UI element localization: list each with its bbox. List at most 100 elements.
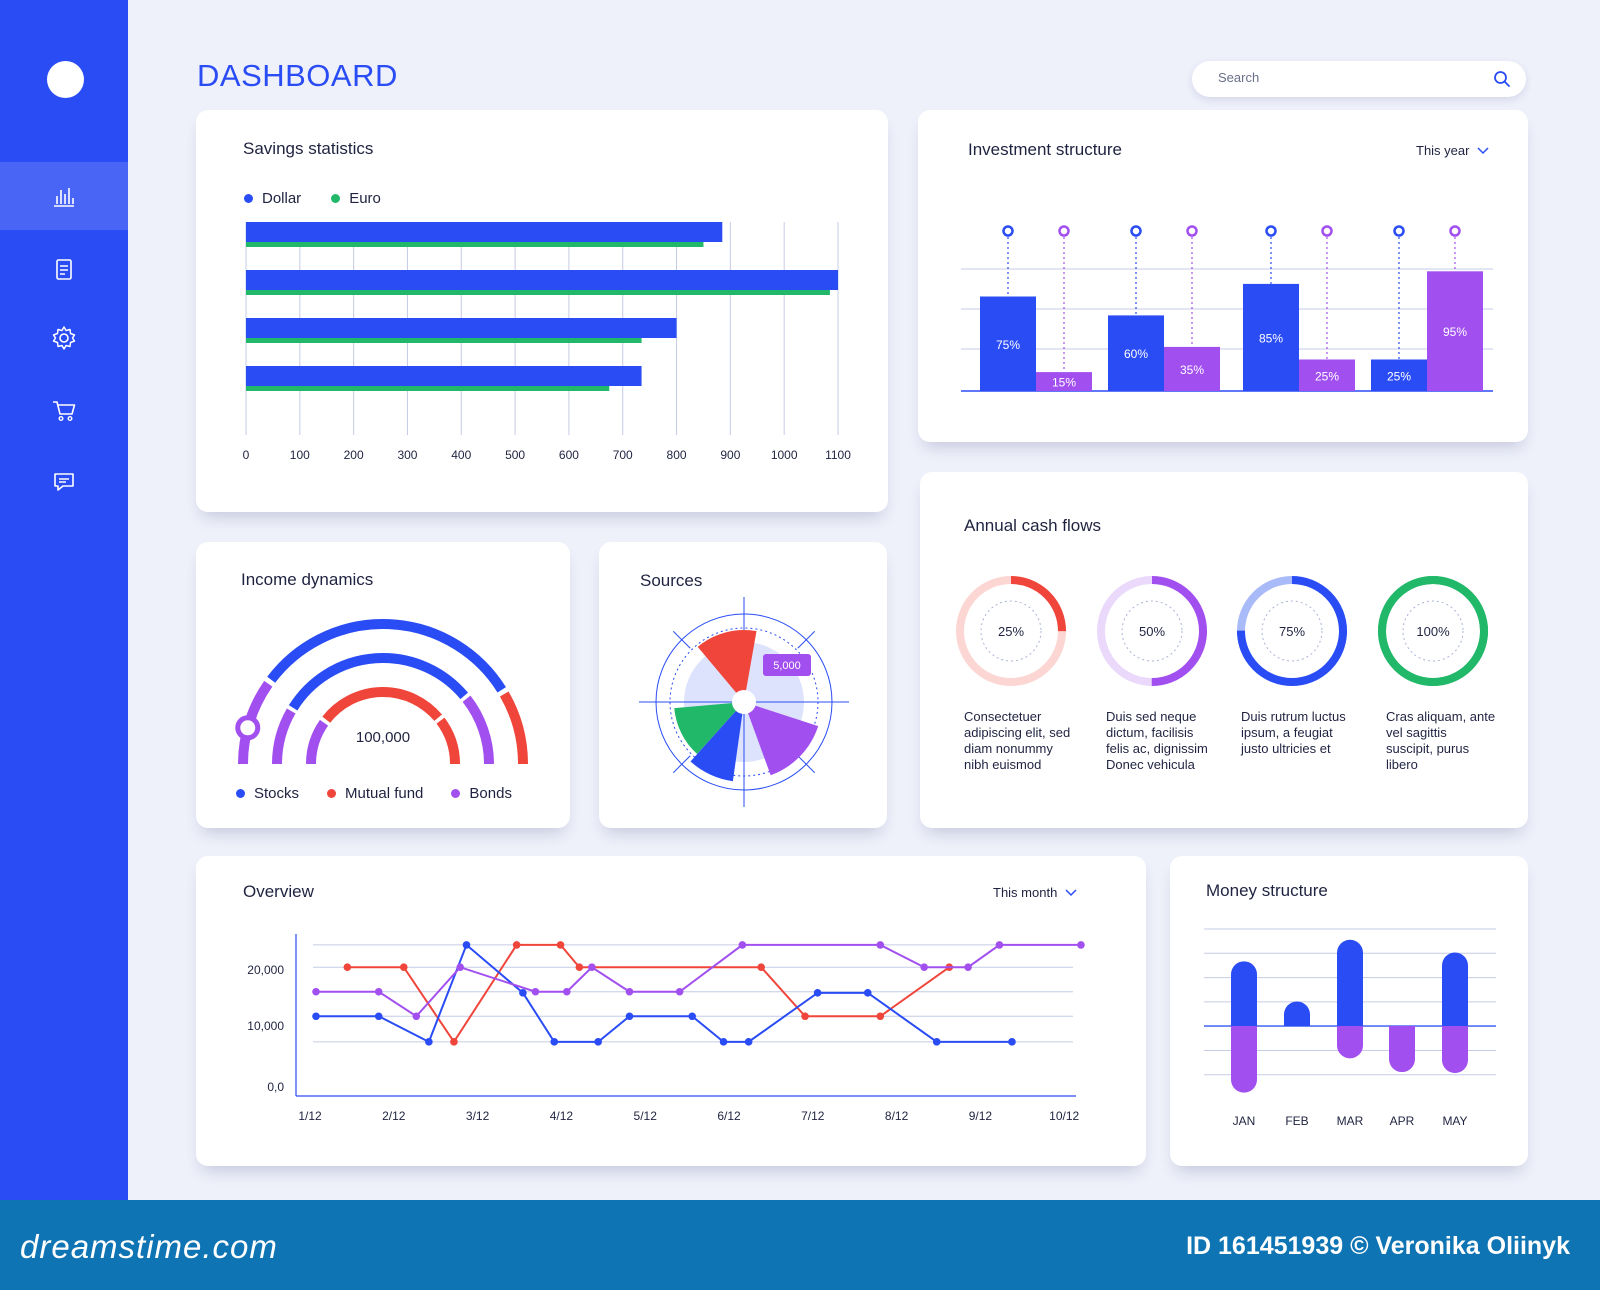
legend-euro: Euro (331, 190, 381, 207)
bar-label: 35% (1180, 363, 1204, 377)
investment-card: Investment structure This year 75% 15% 60%… (918, 110, 1528, 442)
bar-negative (1337, 1026, 1363, 1059)
series-point (744, 1038, 753, 1046)
series-point (550, 1038, 559, 1046)
bar-euro (246, 386, 610, 391)
overview-chart: 20,000 10,000 0,0 1/12 2/12 3/12 4/12 5/12 6/12 7… (247, 934, 1085, 1123)
search-icon[interactable] (1492, 69, 1512, 89)
diagonal-tick (672, 630, 691, 649)
x-tick-label: 1100 (825, 448, 851, 462)
savings-card: Savings statistics Dollar Euro 0 100 200 30… (196, 110, 888, 512)
bar-euro (246, 338, 642, 343)
nav-item-messages[interactable] (0, 448, 128, 516)
bar-euro (246, 290, 830, 295)
series-point (556, 941, 565, 949)
x-tick-label: 1/12 (298, 1109, 322, 1123)
period-label: This year (1416, 143, 1470, 158)
ring-desc-2: Duis sed neque dictum, facilisis felis ac,… (1106, 709, 1208, 772)
bar-label: 95% (1443, 325, 1467, 339)
income-card: Income dynamics 100,000 Stocks Mutual fu… (196, 542, 570, 828)
nav-item-dashboard[interactable] (0, 162, 128, 230)
source-wedge (697, 630, 757, 702)
search-bar (1192, 61, 1526, 97)
pin-marker (1058, 225, 1070, 237)
series-point (920, 963, 928, 972)
logo (47, 61, 84, 98)
period-label: This month (993, 885, 1058, 900)
series-point (995, 941, 1004, 949)
series-point (863, 989, 872, 997)
x-tick-label: 6/12 (717, 1109, 741, 1123)
series-point (625, 987, 634, 996)
x-tick-label: 600 (559, 448, 579, 462)
x-tick-label: 500 (505, 448, 525, 462)
ring-inner-dashed (1402, 600, 1464, 662)
cashflows-card: Annual cash flows 25% 50% 75% 100% Consecte… (920, 472, 1528, 828)
x-tick-label: 900 (720, 448, 740, 462)
series-point (312, 1012, 320, 1021)
series-point (312, 987, 320, 996)
sources-title: Sources (640, 571, 703, 590)
cashflows-chart: 25% 50% 75% 100% (956, 576, 1488, 686)
y-tick-label: 10,000 (247, 1019, 284, 1033)
investment-title: Investment structure (968, 140, 1123, 159)
series-point (575, 963, 584, 972)
pin-marker (1186, 225, 1198, 237)
investment-bar (1164, 346, 1220, 391)
sources-chart: 5,000 (639, 597, 849, 807)
legend-dollar: Dollar (244, 190, 301, 207)
x-tick-label: 100 (290, 448, 310, 462)
pin-marker (1449, 225, 1461, 237)
search-input[interactable] (1218, 70, 1478, 85)
pin-marker (1321, 225, 1333, 237)
bar-label: 15% (1052, 376, 1076, 390)
money-chart: JAN FEB MAR APR MAY (1204, 928, 1496, 1128)
cart-icon (53, 401, 76, 422)
bar-negative (1231, 1026, 1257, 1093)
pin-marker (1265, 225, 1277, 237)
investment-bar (980, 296, 1036, 391)
series-point (801, 1012, 809, 1021)
series-point (1077, 941, 1085, 949)
ring-label: 50% (1139, 624, 1165, 639)
nav-item-settings[interactable] (0, 304, 128, 372)
x-tick-label: 200 (344, 448, 364, 462)
gear-icon (52, 326, 76, 350)
x-tick-label: FEB (1285, 1114, 1308, 1128)
series-point (450, 1038, 458, 1046)
bar-label: 75% (996, 338, 1020, 352)
overview-period-dropdown[interactable]: This month (993, 885, 1077, 900)
page-title: DASHBOARD (197, 58, 398, 93)
series-point (563, 987, 571, 996)
x-tick-label: 300 (397, 448, 417, 462)
investment-bar (1243, 283, 1299, 391)
x-tick-label: 1000 (771, 448, 798, 462)
sources-card: Sources 5,000 (599, 542, 887, 828)
series-point (588, 963, 596, 972)
source-wedge (690, 702, 744, 782)
gauge-arc (288, 653, 469, 711)
center-hole (732, 690, 756, 714)
ring-inner-dashed (1121, 600, 1183, 662)
bar-positive (1337, 939, 1363, 1026)
series-point (462, 941, 471, 949)
chevron-down-icon (1065, 888, 1077, 896)
gauge-arc (272, 708, 296, 765)
footer-bar: dreamstime.com ID 161451939 © Veronika O… (0, 1200, 1600, 1290)
document-icon (56, 259, 72, 280)
nav-item-shop[interactable] (0, 376, 128, 444)
x-tick-label: 0 (243, 448, 250, 462)
gauge-arc (436, 717, 460, 765)
series-point (688, 1012, 696, 1021)
x-tick-label: 8/12 (885, 1109, 909, 1123)
nav-item-documents[interactable] (0, 236, 128, 304)
pin-marker (1130, 225, 1142, 237)
gauge-arc (322, 687, 442, 723)
savings-legend: Dollar Euro (244, 190, 381, 207)
investment-chart: 75% 15% 60% 35% 85% 25% 25% 95% (961, 225, 1493, 392)
series-point (512, 941, 521, 949)
source-wedge (744, 702, 819, 776)
investment-bar (1036, 372, 1092, 391)
source-wedge (674, 702, 744, 755)
investment-period-dropdown[interactable]: This year (1416, 143, 1489, 158)
